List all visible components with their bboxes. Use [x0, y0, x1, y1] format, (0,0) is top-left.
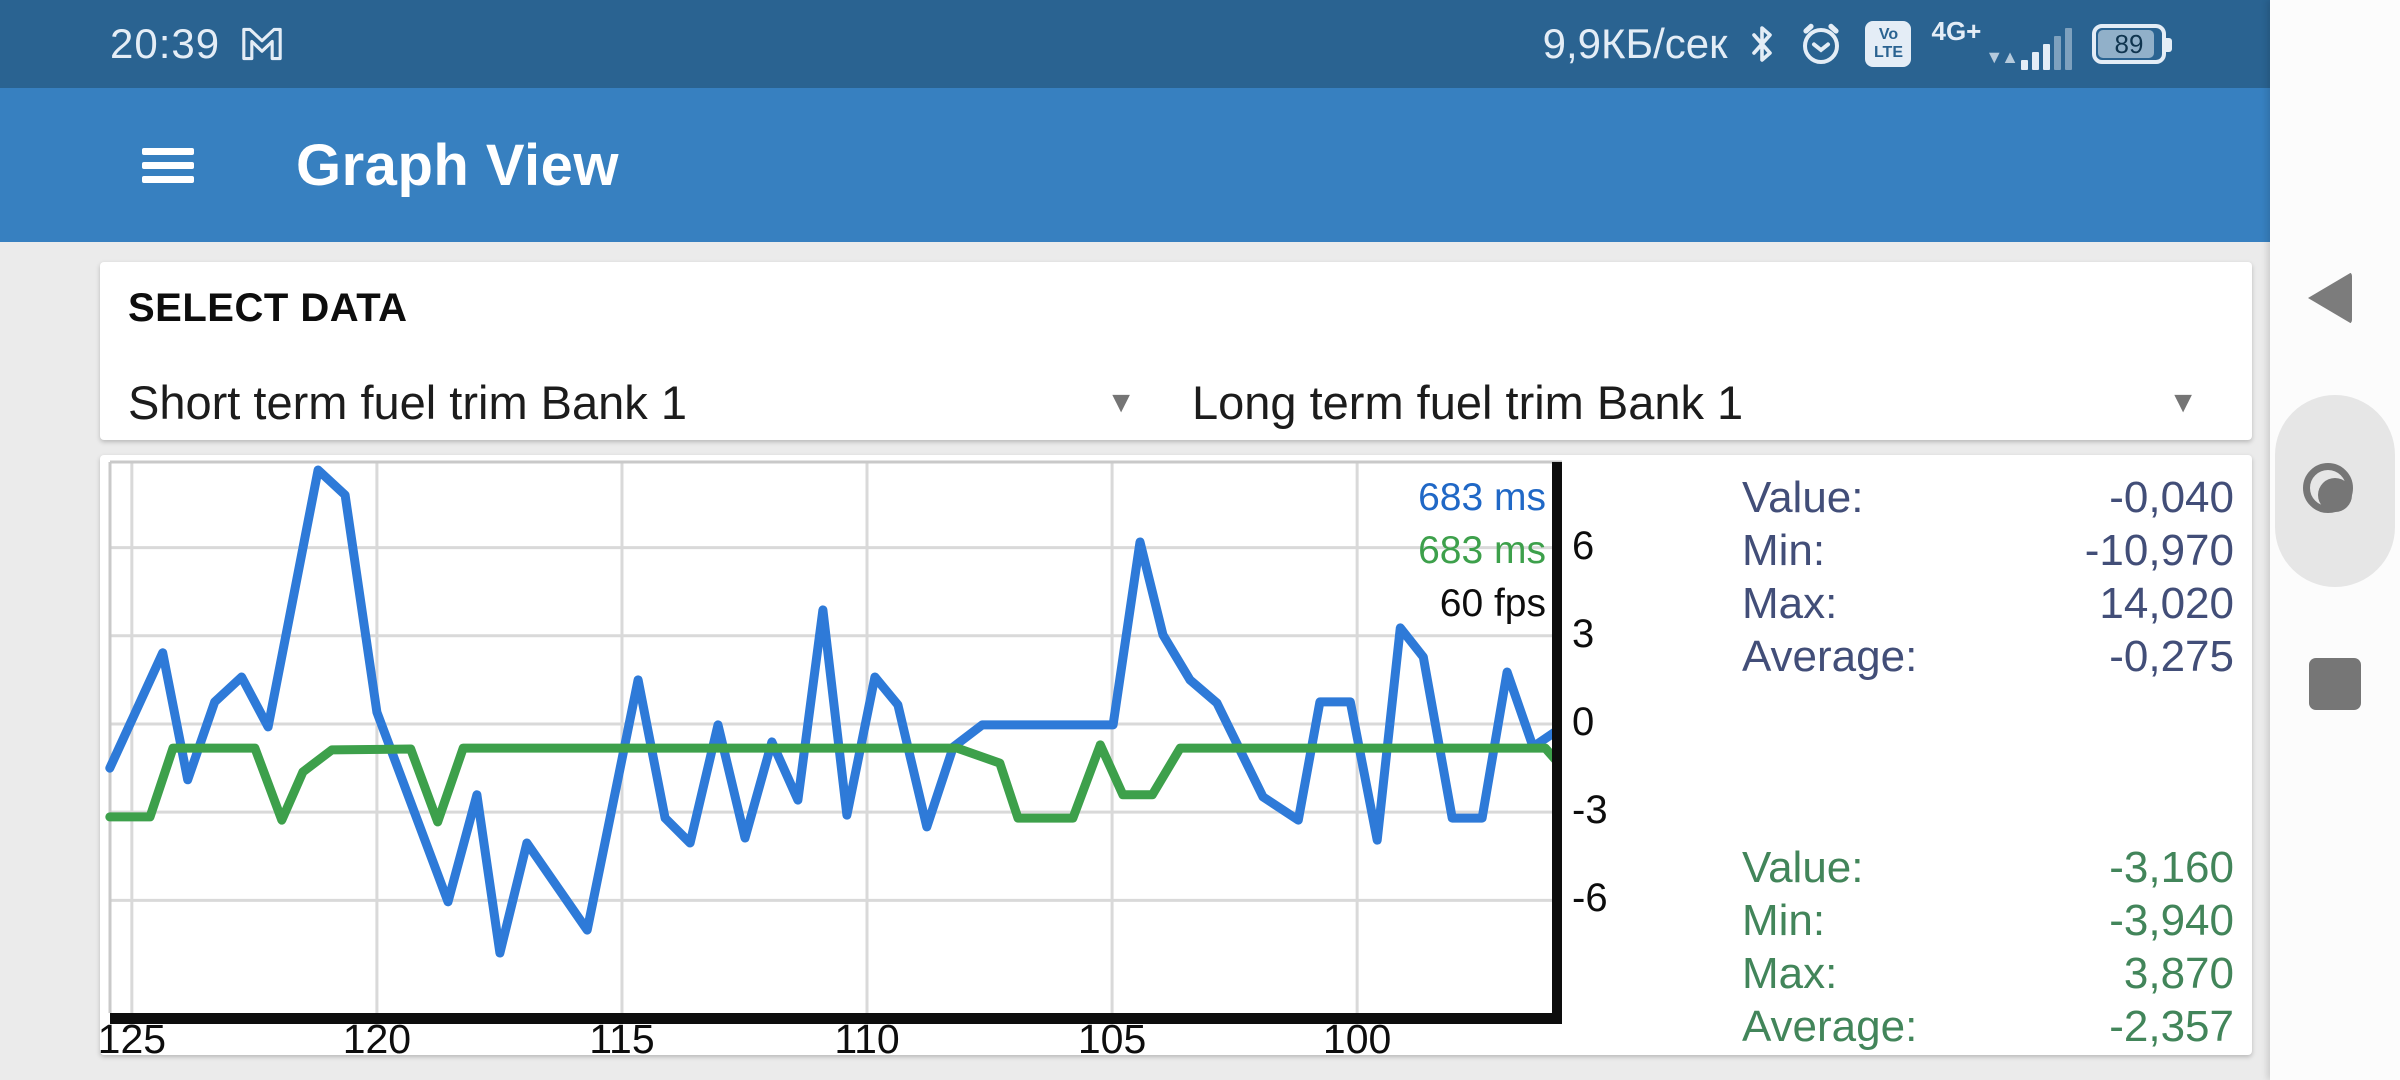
stat-row-min: Min: -10,970 [1742, 526, 2234, 575]
spinner-row: Short term fuel trim Bank 1 ▼ Long term … [128, 375, 2224, 430]
stat-value: -0,275 [2109, 632, 2234, 681]
pid-spinner-1[interactable]: Short term fuel trim Bank 1 ▼ [128, 375, 1162, 430]
series-line-1 [105, 465, 1562, 958]
y-tick-label: -3 [1572, 788, 1608, 833]
y-tick-label: 0 [1572, 699, 1595, 744]
battery-percent: 89 [2114, 28, 2144, 59]
back-button-icon[interactable] [2308, 272, 2352, 324]
stat-value: -2,357 [2109, 1002, 2234, 1051]
chevron-down-icon: ▼ [2168, 385, 2198, 419]
recents-button-icon[interactable] [2309, 658, 2361, 710]
chart-overlay-labels: 683 ms 683 ms 60 fps [100, 471, 1546, 630]
graph-card: 125 120 115 110 105 100 683 ms 683 ms 60 fps … [100, 455, 2252, 1055]
status-bar-right: 9,9КБ/сек Vo LTE 4G+ ▼▲ [1542, 18, 2172, 70]
series1-stats-panel: Value: -0,040 Min: -10,970 Max: 14,020 Aver… [1742, 473, 2234, 681]
battery-icon: 89 [2092, 24, 2172, 64]
y-tick-label: -6 [1572, 876, 1608, 921]
stat-row-value: Value: -0,040 [1742, 473, 2234, 522]
network-type-label: 4G+ [1931, 16, 1982, 46]
bluetooth-icon [1747, 22, 1777, 66]
clock: 20:39 [110, 20, 221, 67]
stat-value: 3,870 [2123, 949, 2234, 998]
stat-row-average: Average: -2,357 [1742, 1002, 2234, 1051]
select-data-heading: SELECT DATA [128, 286, 408, 330]
network-speed: 9,9КБ/сек [1542, 20, 1728, 67]
x-tick-label: 110 [834, 1016, 899, 1055]
series2-refresh-rate: 683 ms [1418, 529, 1546, 572]
stat-value: -3,160 [2109, 843, 2234, 892]
volte-icon: Vo LTE [1865, 21, 1912, 67]
chevron-down-icon: ▼ [1106, 385, 1136, 419]
pid-spinner-1-value: Short term fuel trim Bank 1 [128, 376, 687, 429]
stat-value: -10,970 [2084, 526, 2234, 575]
home-button-icon[interactable] [2303, 463, 2353, 513]
y-tick-label: 6 [1572, 523, 1595, 568]
series2-stats-panel: Value: -3,160 Min: -3,940 Max: 3,870 Averag… [1742, 843, 2234, 1051]
select-data-card: SELECT DATA Short term fuel trim Bank 1 … [100, 262, 2252, 440]
status-bar-left: 20:39 [110, 20, 284, 68]
android-nav-bar [2270, 0, 2400, 1080]
gmail-notification-icon [240, 24, 284, 64]
fps-label: 60 fps [1439, 582, 1546, 625]
x-tick-label: 115 [589, 1016, 654, 1055]
series1-refresh-rate: 683 ms [1418, 476, 1546, 519]
x-tick-label: 100 [1323, 1016, 1391, 1055]
stat-row-max: Max: 3,870 [1742, 949, 2234, 998]
pid-spinner-2-value: Long term fuel trim Bank 1 [1192, 376, 1744, 429]
signal-strength-icon: 4G+ ▼▲ [1931, 18, 2072, 70]
page-title: Graph View [296, 132, 620, 198]
pid-spinner-2[interactable]: Long term fuel trim Bank 1 ▼ [1192, 375, 2224, 430]
status-bar: 20:39 9,9КБ/сек Vo [0, 0, 2270, 88]
signal-bars [2021, 28, 2072, 70]
x-axis-line [110, 1013, 1562, 1024]
data-activity-arrows: ▼▲ [1985, 47, 2019, 67]
stat-row-min: Min: -3,940 [1742, 896, 2234, 945]
stat-row-max: Max: 14,020 [1742, 579, 2234, 628]
stat-value: 14,020 [2099, 579, 2234, 628]
menu-icon[interactable] [142, 141, 194, 190]
x-tick-label: 125 [100, 1016, 166, 1055]
y-tick-label: 3 [1572, 611, 1595, 656]
chart-plot[interactable]: 125 120 115 110 105 100 [100, 455, 1562, 1055]
stat-row-value: Value: -3,160 [1742, 843, 2234, 892]
x-tick-label: 105 [1078, 1016, 1146, 1055]
y-axis-line [1552, 462, 1562, 1024]
stat-value: -0,040 [2109, 473, 2234, 522]
series-line-2 [105, 740, 1562, 827]
stat-value: -3,940 [2109, 896, 2234, 945]
app-bar: Graph View [0, 88, 2270, 242]
stat-row-average: Average: -0,275 [1742, 632, 2234, 681]
x-tick-label: 120 [343, 1016, 411, 1055]
alarm-icon [1797, 20, 1845, 68]
